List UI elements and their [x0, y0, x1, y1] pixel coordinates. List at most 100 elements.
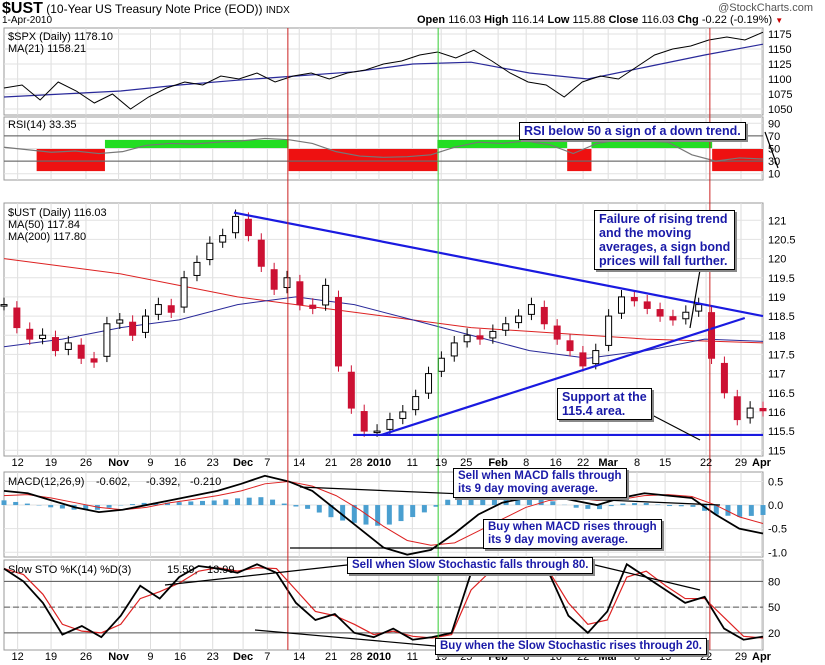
x-tick-label: 21: [325, 651, 337, 663]
rsi-band-down: [712, 148, 763, 172]
macd-histogram-bar: [328, 505, 334, 518]
y-tick-label: 1050: [768, 104, 792, 116]
y-tick-label: 90: [768, 118, 780, 130]
candle-body: [13, 307, 21, 329]
y-tick-label: 120.5: [768, 234, 796, 246]
candle-body: [476, 335, 484, 340]
candle-body: [605, 315, 613, 346]
candle-body: [695, 304, 703, 312]
macd-histogram-bar: [293, 505, 299, 507]
candle-body: [232, 215, 240, 234]
candle-body: [463, 334, 471, 343]
y-tick-label: 116: [768, 407, 786, 419]
y-tick-label: 80: [768, 576, 780, 588]
x-tick-label: 19: [45, 651, 57, 663]
x-tick-label: Mar: [598, 457, 618, 469]
annotation-sto-buy: Buy when the Slow Stochastic rises throu…: [435, 638, 707, 655]
down-arrow-icon: ▼: [775, 16, 784, 25]
candle-body: [257, 239, 265, 267]
candle-body: [502, 323, 510, 331]
y-tick-label: 50: [768, 144, 780, 156]
x-tick-label: 26: [80, 651, 92, 663]
candle-body: [412, 396, 420, 411]
candle-body: [540, 306, 548, 325]
macd-histogram-bar: [13, 501, 19, 506]
x-tick-label: Dec: [233, 651, 253, 663]
candle-body: [656, 309, 664, 317]
macd-histogram-bar: [760, 505, 766, 515]
y-tick-label: -0.5: [768, 524, 787, 536]
macd-histogram-bar: [608, 505, 614, 507]
x-tick-label: 16: [174, 651, 186, 663]
low-label: Low: [547, 14, 570, 26]
open-value: 116.03: [448, 14, 482, 26]
rsi-band-up: [437, 139, 568, 149]
macd-histogram-bar: [667, 505, 673, 507]
candle-body: [64, 342, 72, 350]
candle-body: [399, 411, 407, 419]
macd-histogram-bar: [585, 505, 591, 509]
x-tick-label: 16: [550, 457, 562, 469]
x-tick-label: Nov: [108, 651, 130, 663]
candle-body: [206, 242, 214, 261]
x-tick-label: 11: [407, 651, 418, 663]
candle-body: [26, 328, 34, 340]
candle-body: [386, 419, 394, 430]
candle-body: [669, 316, 677, 321]
macd-histogram-bar: [316, 505, 322, 513]
y-tick-label: 118: [768, 330, 786, 342]
rsi-line: [3, 137, 764, 162]
x-tick-label: Apr: [752, 651, 772, 663]
x-tick-label: 7: [264, 651, 270, 663]
x-tick-label: Dec: [233, 457, 253, 469]
candle-body: [425, 373, 433, 394]
candle-body: [309, 304, 317, 309]
x-tick-label: 28: [350, 651, 362, 663]
candle-body: [617, 296, 625, 314]
macd-histogram-bar: [643, 502, 649, 506]
annotation-pointer: [164, 564, 348, 586]
candle-body: [515, 315, 523, 324]
candle-body: [450, 342, 458, 357]
macd-histogram-bar: [59, 505, 65, 509]
macd-histogram-bar: [690, 505, 696, 507]
annotation-support: Support at the 115.4 area.: [557, 388, 652, 420]
macd-histogram-bar: [410, 505, 416, 518]
candle-body: [553, 325, 561, 340]
macd-legend: MACD(12,26,9): [8, 476, 84, 488]
macd-histogram-bar: [164, 502, 170, 506]
x-tick-label: 11: [407, 457, 418, 469]
close-value: 116.03: [641, 14, 675, 26]
macd-histogram-bar: [106, 505, 112, 508]
candle-body: [489, 330, 497, 339]
symbol: $UST: [2, 0, 43, 17]
macd-histogram-bar: [526, 496, 532, 506]
candle-body: [437, 357, 445, 372]
y-tick-label: 0.5: [768, 476, 783, 488]
x-tick-label: 7: [264, 457, 270, 469]
sto-k-value: 15.59,: [167, 564, 198, 576]
y-tick-label: 1075: [768, 89, 792, 101]
ma50-legend: MA(50) 117.84: [8, 219, 80, 231]
y-tick-label: 121: [768, 215, 786, 227]
macd-histogram-bar: [725, 505, 731, 516]
macd-histogram-bar: [386, 505, 392, 525]
x-tick-label: 2010: [367, 457, 391, 469]
candle-body: [167, 305, 175, 313]
x-tick-label: 22: [700, 457, 712, 469]
macd-histogram-bar: [363, 505, 369, 525]
y-tick-label: 117: [768, 369, 786, 381]
macd-histogram-bar: [351, 505, 357, 523]
candle-body: [373, 430, 381, 434]
x-tick-label: 19: [45, 457, 57, 469]
y-tick-label: 50: [768, 602, 780, 614]
chg-value: -0.22 (-0.19%): [701, 14, 773, 26]
annotation-failure: Failure of rising trend and the moving a…: [594, 210, 736, 270]
macd-histogram-bar: [737, 505, 743, 517]
x-tick-label: 26: [80, 457, 92, 469]
open-label: Open: [417, 14, 446, 26]
ma200-legend: MA(200) 117.80: [8, 231, 86, 243]
x-tick-label: 16: [174, 457, 186, 469]
y-tick-label: 117.5: [768, 349, 795, 361]
macd-hist-value: -0.210: [190, 476, 221, 488]
